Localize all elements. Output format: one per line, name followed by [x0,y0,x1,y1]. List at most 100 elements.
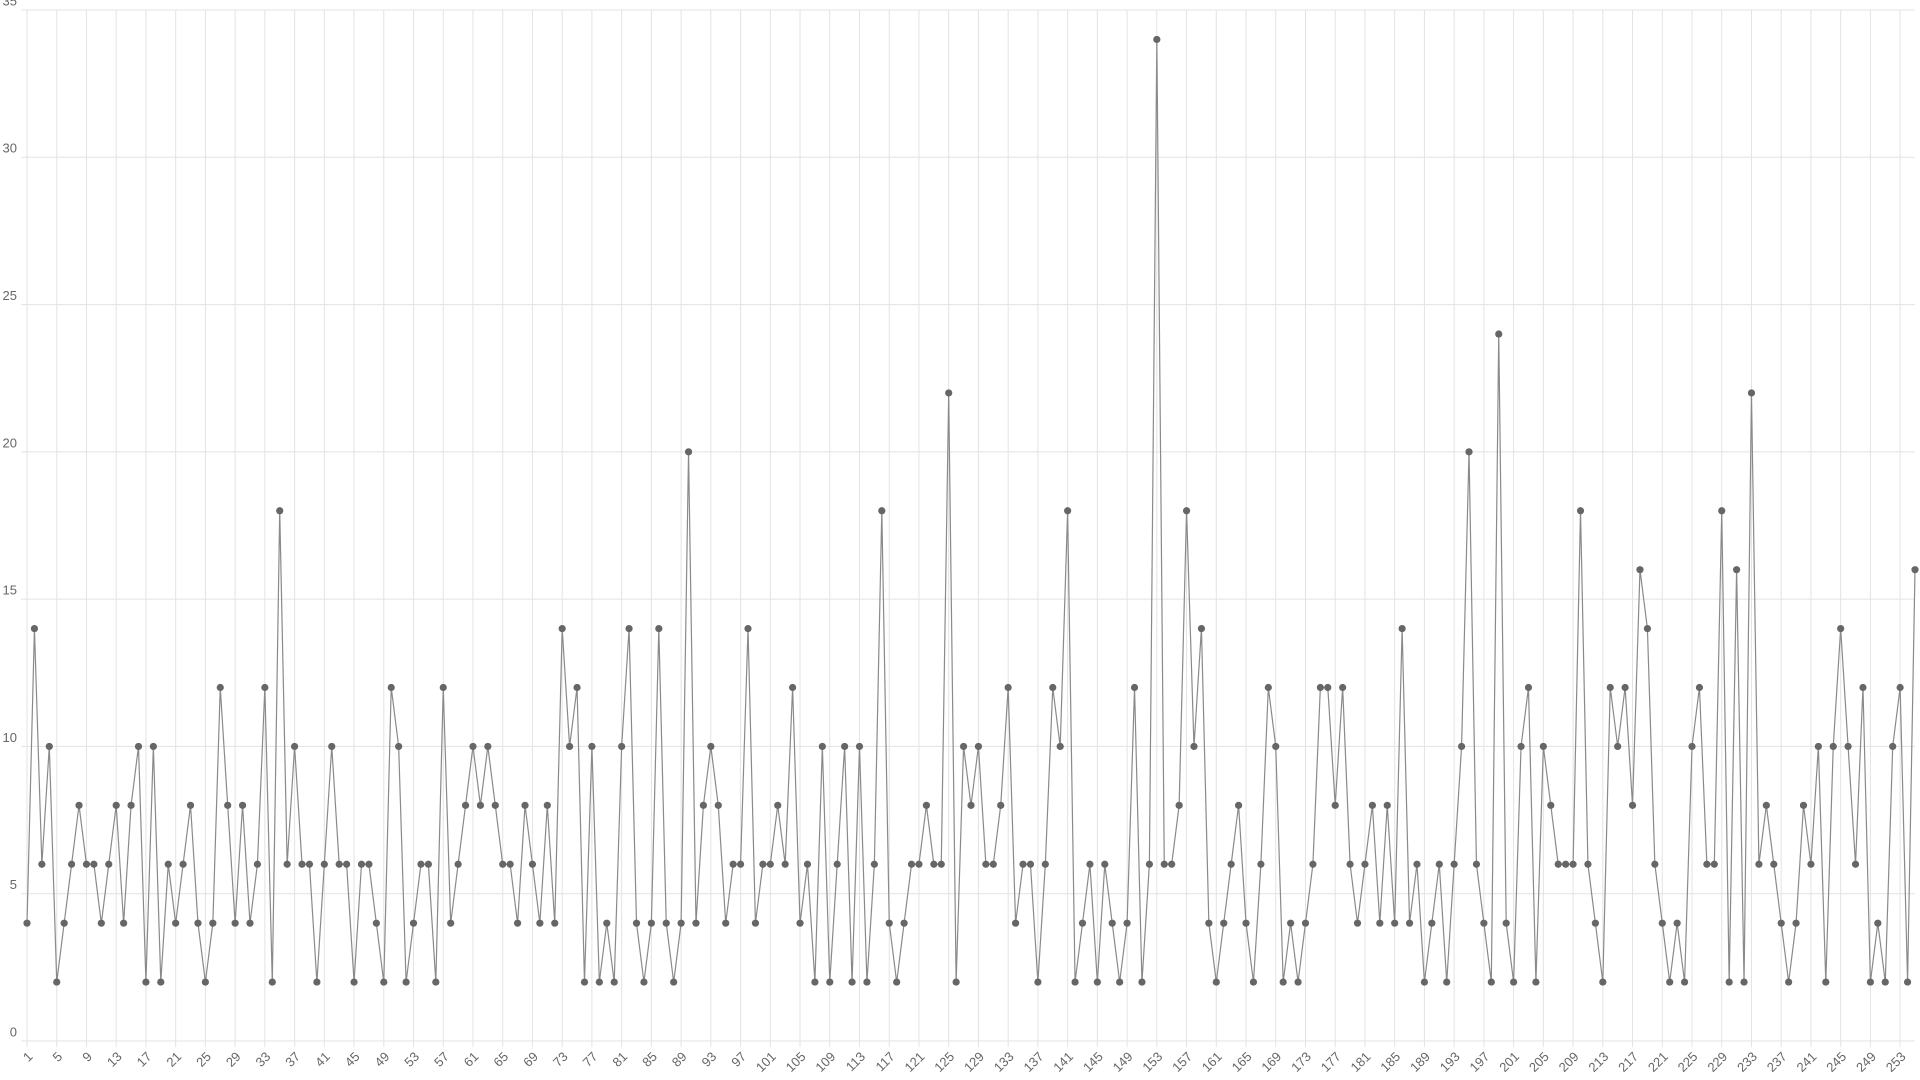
x-tick-label: 253 [1883,1049,1909,1075]
data-point [402,978,410,986]
data-point [1554,860,1562,868]
data-point [1450,860,1458,868]
data-point [105,860,113,868]
data-point [1026,860,1035,868]
data-point [863,978,871,986]
data-point [1889,742,1897,751]
data-point [833,860,841,868]
data-point [841,742,849,751]
data-point [1398,625,1406,633]
data-point [677,919,685,927]
data-point [982,860,990,868]
data-point [1666,978,1674,986]
data-point [907,860,916,868]
data-point [194,919,202,927]
data-point [959,742,968,751]
data-point [818,742,826,751]
data-point [1688,742,1696,751]
x-tick-label: 133 [991,1049,1017,1075]
data-point [365,860,373,868]
data-point [1837,625,1845,633]
data-point [461,801,470,809]
data-point [1733,566,1741,574]
data-point [1859,683,1867,692]
x-tick-label: 233 [1734,1049,1760,1075]
data-point [1435,860,1443,868]
data-point [1145,860,1153,868]
y-tick-label: 10 [3,730,17,745]
data-point [357,860,366,868]
data-point [751,919,760,927]
data-point [1911,566,1919,574]
x-tick-label: 193 [1437,1049,1463,1075]
data-point [1785,978,1793,986]
data-point [1242,919,1250,927]
x-tick-label: 121 [902,1049,928,1075]
data-point [967,801,975,809]
data-point [454,860,462,868]
data-line [26,39,1916,983]
data-point [1495,330,1503,338]
data-point [1220,919,1228,927]
data-point [253,860,262,868]
data-point [1502,919,1510,927]
x-tick-label: 113 [843,1049,868,1074]
x-tick-label: 77 [580,1049,601,1070]
x-tick-label: 81 [609,1049,630,1070]
data-point [848,978,856,986]
data-point [1547,801,1555,809]
data-point [1130,683,1139,692]
data-point [1703,860,1711,868]
data-point [1881,978,1889,986]
x-tick-label: 117 [873,1049,898,1074]
data-point [1829,742,1837,751]
data-point [878,507,886,515]
data-point [1866,978,1875,986]
data-point [186,801,195,809]
data-point [937,860,945,868]
data-point [573,683,581,692]
y-tick-label: 15 [3,583,17,598]
data-point [1695,683,1704,692]
data-point [1108,919,1116,927]
data-point [1279,978,1287,986]
data-point [1160,860,1168,868]
x-tick-label: 161 [1199,1049,1225,1075]
data-point [1680,978,1689,986]
x-tick-label: 141 [1050,1049,1076,1075]
data-point [543,801,551,809]
data-point [372,919,380,927]
data-point [164,860,172,868]
data-point [551,919,559,927]
x-tick-label: 53 [401,1049,422,1070]
x-tick-label: 21 [163,1049,184,1070]
data-point [268,978,276,986]
x-tick-label: 185 [1377,1049,1403,1075]
data-point [335,860,343,868]
data-point [469,742,477,751]
data-point [1710,860,1718,868]
data-point [1643,625,1652,633]
data-point [1628,801,1637,809]
data-point [1562,860,1570,868]
data-point [989,860,997,868]
data-point [789,683,797,692]
data-point [157,978,165,986]
data-point [216,683,224,692]
data-point [662,919,670,927]
x-tick-label: 237 [1764,1049,1790,1075]
data-point [53,978,61,986]
y-tick-label: 0 [10,1024,17,1039]
data-point [134,742,143,751]
data-point [1651,860,1659,868]
data-point [1034,978,1042,986]
data-point [684,448,693,456]
data-point [23,919,31,927]
data-point [1264,683,1272,692]
x-tick-label: 85 [639,1049,660,1070]
data-point [120,919,128,927]
data-point [1614,742,1622,751]
data-point [536,919,544,927]
data-point [974,742,983,751]
